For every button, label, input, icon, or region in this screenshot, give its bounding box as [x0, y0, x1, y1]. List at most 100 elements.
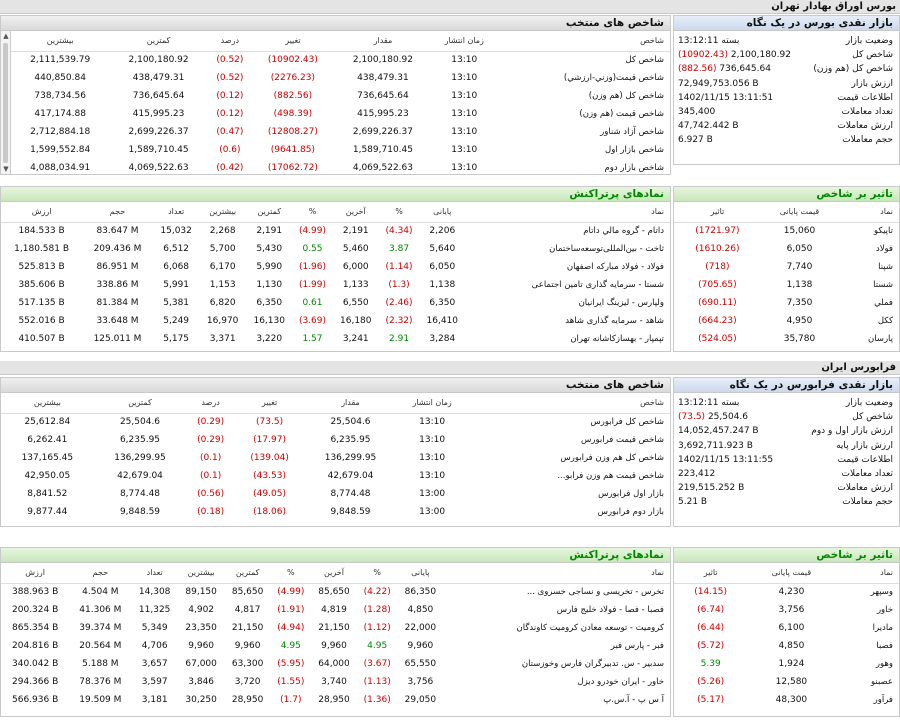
symbol-cell[interactable]: شاخص قیمت هم وزن فرابو... [557, 471, 664, 481]
table-row[interactable]: فبر - پارس فبر 9,960 4.95 9,960 4.95 9,960 9,9… [1, 637, 670, 655]
bourse-indices-scrollbar[interactable]: ▲ ▼ [1, 31, 11, 174]
table-row[interactable]: پارسان 35,780 (524.05) [674, 330, 899, 348]
table-row[interactable]: ککل 4,950 (664.23) [674, 312, 899, 330]
symbol-cell[interactable]: شاخص كل (هم وزن) [588, 91, 664, 101]
symbol-cell[interactable]: وهور [875, 659, 893, 669]
column-header[interactable]: ارزش [1, 563, 70, 584]
symbol-cell[interactable]: فولاد [875, 244, 893, 254]
column-header[interactable]: پایانی [397, 563, 444, 584]
column-header[interactable]: درصد [207, 31, 253, 52]
table-row[interactable]: فرآور 48,300 (5.17) [674, 691, 899, 709]
table-row[interactable]: تاپیکو 15,060 (1721.97) [674, 222, 899, 240]
column-header[interactable]: بیشترین [199, 202, 246, 223]
column-header[interactable]: بیشترین [177, 563, 225, 584]
symbol-cell[interactable]: ماديرا [872, 623, 893, 633]
table-row[interactable]: خاور 3,756 (6.74) [674, 601, 899, 619]
column-header[interactable]: درصد [186, 393, 235, 414]
symbol-cell[interactable]: شاخص قیمت (هم وزن) [579, 109, 664, 119]
table-row[interactable]: شاخص آزاد شناور 13:10 2,699,226.37 (12808.2… [11, 123, 670, 141]
table-row[interactable]: تخرس - تخریسی و نساجی خسروی ... 86,350 (4.… [1, 583, 670, 601]
symbol-cell[interactable]: آ س پ - آ.س.پ [603, 695, 664, 705]
table-row[interactable]: فصبا - فصا - فولاد خلیج فارس 4,850 (1.28) 4… [1, 601, 670, 619]
table-row[interactable]: وسپهر 4,230 (14.15) [674, 583, 899, 601]
symbol-cell[interactable]: شاخص بازار اول [605, 145, 664, 155]
symbol-cell[interactable]: تپمپار - بهسازکاشانه تهران [570, 334, 664, 344]
symbol-cell[interactable]: شپنا [878, 262, 893, 272]
column-header[interactable]: آخرین [332, 202, 380, 223]
scroll-up-icon[interactable]: ▲ [3, 32, 9, 40]
table-row[interactable]: آ س پ - آ.س.پ 29,050 (1.36) 28,950 (1.7) 28,9… [1, 691, 670, 709]
symbol-cell[interactable]: شستا [873, 280, 893, 290]
column-header[interactable]: کمترین [224, 563, 271, 584]
column-header[interactable]: کمترین [109, 31, 208, 52]
table-row[interactable]: شاخص قیمت فرابورس 13:10 6,235.95 (17.97) (0.… [1, 431, 670, 449]
symbol-cell[interactable]: شاخص قیمت فرابورس [580, 435, 664, 445]
column-header[interactable]: نماد [838, 202, 899, 223]
symbol-cell[interactable]: عصبنو [871, 677, 893, 687]
symbol-cell[interactable]: سدبیر - س. تدبیرگران فارس وخوزستان [521, 659, 664, 669]
symbol-cell[interactable]: پارسان [867, 334, 893, 344]
column-header[interactable]: ارزش [1, 202, 83, 223]
table-row[interactable]: شستا 1,138 (705.65) [674, 276, 899, 294]
column-header[interactable]: نماد [443, 563, 670, 584]
symbol-cell[interactable]: شاخص کل هم وزن فرابورس [560, 453, 664, 463]
column-header[interactable]: نماد [835, 563, 899, 584]
column-header[interactable]: تاثیر [674, 563, 748, 584]
table-row[interactable]: کرومیت - توسعه معادن کرومیت کاوندگان 22,0… [1, 619, 670, 637]
table-row[interactable]: شاخص کل هم وزن فرابورس 13:10 136,299.95 (13… [1, 449, 670, 467]
table-row[interactable]: خاور - ایران خودرو دیزل 3,756 (1.13) 3,740 (… [1, 673, 670, 691]
column-header[interactable]: شاخص [496, 31, 670, 52]
symbol-cell[interactable]: فولاد - فولاد مبارکه اصفهان [566, 262, 664, 272]
column-header[interactable]: تعداد [131, 563, 178, 584]
column-header[interactable]: % [379, 202, 420, 223]
table-row[interactable]: شاخص كل (هم وزن) 13:10 736,645.64 (882.56) (… [11, 87, 670, 105]
column-header[interactable]: شاخص [467, 393, 670, 414]
column-header[interactable]: آخرین [310, 563, 358, 584]
table-row[interactable]: شاهد - سرمایه گذاری شاهد 16,410 (2.32) 16,1… [1, 312, 670, 330]
table-row[interactable]: ثاخت - بین‌المللی‌توسعه‌ساختمان 5,640 3.87… [1, 240, 670, 258]
symbol-cell[interactable]: شاخص قیمت(وزني-ارزشي) [563, 73, 664, 83]
column-header[interactable]: نماد [465, 202, 670, 223]
symbol-cell[interactable]: شاهد - سرمایه گذاری شاهد [565, 316, 664, 326]
symbol-cell[interactable]: شاخص بازار دوم [604, 163, 664, 173]
symbol-cell[interactable]: داتام - گروه مالي داتام [583, 226, 664, 237]
column-header[interactable]: % [292, 202, 333, 223]
table-row[interactable]: شاخص كل 13:10 2,100,180.92 (10902.43) (0.52)… [11, 51, 670, 69]
table-row[interactable]: فولاد - فولاد مبارکه اصفهان 6,050 (1.14) 6,… [1, 258, 670, 276]
symbol-cell[interactable]: شاخص كل فرابورس [590, 417, 664, 428]
table-row[interactable]: عصبنو 12,580 (5.26) [674, 673, 899, 691]
table-row[interactable]: شاخص قیمت (هم وزن) 13:10 415,995.23 (498.39… [11, 105, 670, 123]
column-header[interactable]: تعداد [152, 202, 200, 223]
symbol-cell[interactable]: تاپیکو [874, 226, 893, 237]
symbol-cell[interactable]: شستا - سرمایه گذاری تامین اجتماعی [531, 280, 664, 290]
column-header[interactable]: مقدار [304, 393, 397, 414]
table-row[interactable]: داتام - گروه مالي داتام 2,206 (4.34) 2,191 (… [1, 222, 670, 240]
symbol-cell[interactable]: خاور [876, 605, 893, 615]
table-row[interactable]: ماديرا 6,100 (6.44) [674, 619, 899, 637]
table-row[interactable]: فصبا 4,850 (5.72) [674, 637, 899, 655]
symbol-cell[interactable]: خاور - ایران خودرو دیزل [577, 677, 664, 687]
symbol-cell[interactable]: فملي [874, 298, 893, 308]
symbol-cell[interactable]: فصبا [876, 641, 893, 651]
column-header[interactable]: حجم [69, 563, 132, 584]
symbol-cell[interactable]: شاخص آزاد شناور [600, 127, 664, 137]
table-row[interactable]: تپمپار - بهسازکاشانه تهران 3,284 2.91 3,241… [1, 330, 670, 348]
column-header[interactable]: زمان انتشار [432, 31, 497, 52]
column-header[interactable]: زمان انتشار [396, 393, 468, 414]
column-header[interactable]: تاثیر [674, 202, 761, 223]
table-row[interactable]: بازار اول فرابورس 13:00 8,774.48 (49.05) (0.… [1, 485, 670, 503]
symbol-cell[interactable]: ولپارس - لیزینگ ایرانیان [578, 298, 664, 308]
symbol-cell[interactable]: کرومیت - توسعه معادن کرومیت کاوندگان [516, 623, 664, 633]
table-row[interactable]: شاخص بازار دوم 13:10 4,069,522.63 (17062.72… [11, 159, 670, 174]
symbol-cell[interactable]: تخرس - تخریسی و نساجی خسروی ... [526, 587, 664, 598]
symbol-cell[interactable]: بازار اول فرابورس [598, 489, 664, 499]
column-header[interactable]: حجم [82, 202, 153, 223]
column-header[interactable]: تغییر [234, 393, 305, 414]
table-row[interactable]: شاخص قیمت(وزني-ارزشي) 13:10 438,479.31 (227… [11, 69, 670, 87]
table-row[interactable]: شاخص بازار اول 13:10 1,589,710.45 (9641.85)… [11, 141, 670, 159]
symbol-cell[interactable]: ثاخت - بین‌المللی‌توسعه‌ساختمان [549, 244, 664, 254]
symbol-cell[interactable]: فصبا - فصا - فولاد خلیج فارس [556, 605, 664, 615]
column-header[interactable]: % [357, 563, 398, 584]
table-row[interactable]: فملي 7,350 (690.11) [674, 294, 899, 312]
column-header[interactable]: بیشترین [1, 393, 94, 414]
